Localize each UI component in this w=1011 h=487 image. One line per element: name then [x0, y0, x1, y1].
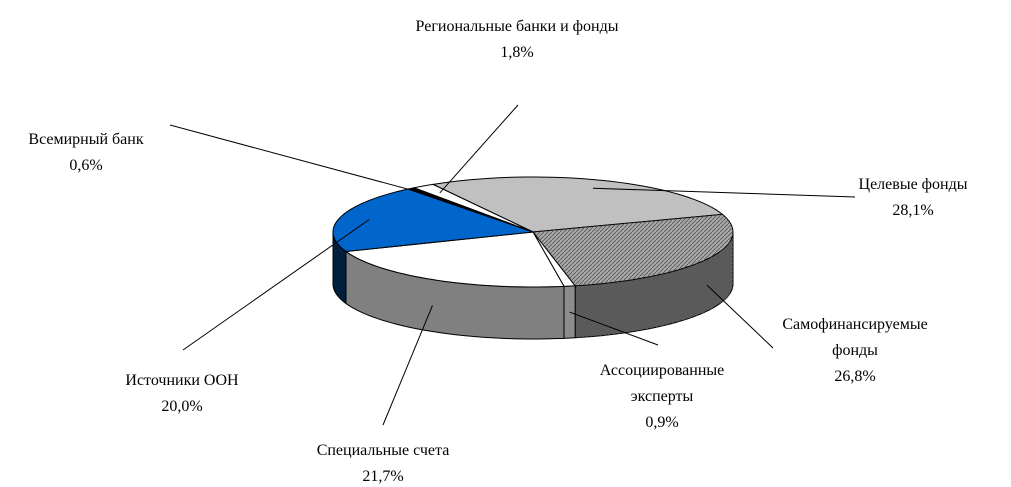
slice-label: Ассоциированные эксперты 0,9% — [577, 358, 747, 436]
leader-line — [706, 284, 774, 349]
slice — [332, 188, 534, 252]
slice — [344, 231, 565, 288]
slice-label: Самофинансируемые фонды 26,8% — [770, 312, 940, 390]
slice-value: 28,1% — [892, 202, 934, 219]
slice-name: Ассоциированные эксперты — [599, 362, 725, 405]
leader-line — [592, 187, 856, 198]
slice-name: Специальные счета — [316, 442, 450, 459]
slice-label: Специальные счета 21,7% — [273, 438, 493, 487]
slice — [412, 183, 534, 233]
slice-side — [563, 285, 576, 339]
leader-line — [569, 311, 659, 346]
slice-value: 21,7% — [362, 468, 404, 485]
slice-value: 1,8% — [500, 44, 534, 61]
slice-value: 0,6% — [69, 157, 103, 174]
slice-name: Источники ООН — [125, 372, 239, 389]
leader-line — [439, 104, 519, 194]
slice-value: 0,9% — [645, 414, 679, 431]
slice-name: Самофинансируемые фонды — [782, 316, 928, 359]
slice-value: 26,8% — [834, 368, 876, 385]
slice-value: 20,0% — [161, 398, 203, 415]
slice-label: Источники ООН 20,0% — [82, 368, 282, 420]
slice — [431, 176, 724, 233]
leader-line — [169, 124, 430, 196]
leader-line — [382, 305, 433, 426]
slice-name: Всемирный банк — [28, 131, 144, 148]
slice-label: Всемирный банк 0,6% — [1, 127, 171, 179]
slice-hatch — [533, 214, 733, 286]
slice — [532, 231, 577, 287]
slice-label: Региональные банки и фонды 1,8% — [412, 14, 622, 66]
slice-label: Целевые фонды 28,1% — [813, 172, 1011, 224]
slice-side-hatch — [575, 232, 733, 338]
slice-name: Региональные банки и фонды — [415, 18, 619, 35]
leader-line — [182, 219, 370, 351]
slice-name: Целевые фонды — [858, 176, 968, 193]
